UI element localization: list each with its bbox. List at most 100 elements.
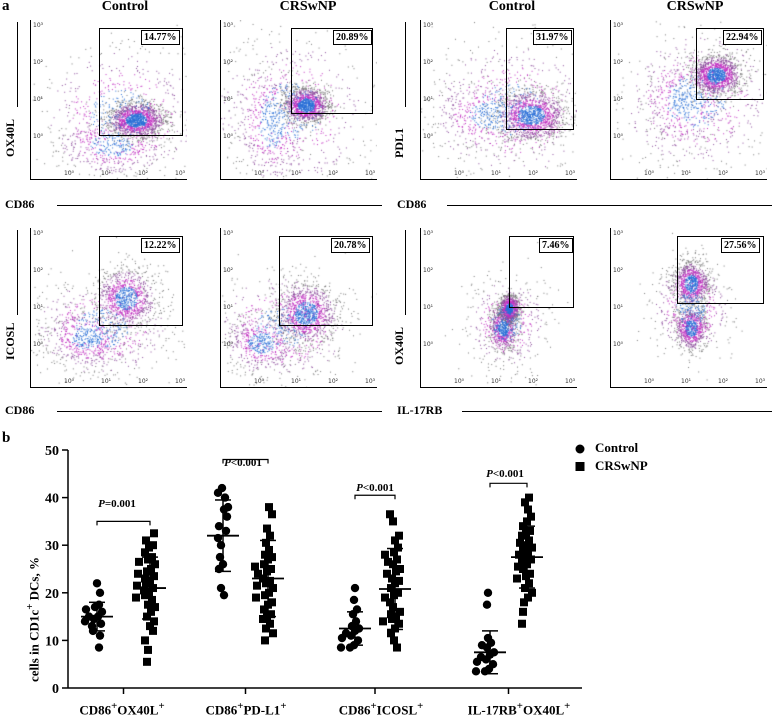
y-tick-label: 10¹ bbox=[223, 96, 234, 103]
y-tick-label: 10⁰ bbox=[613, 133, 624, 140]
data-point-control bbox=[350, 583, 360, 593]
x-axis-label-g2: CD86 bbox=[5, 403, 35, 417]
x-tick-label: 10² bbox=[718, 170, 729, 177]
y-axis-bar-g1 bbox=[405, 22, 406, 107]
data-point-crswnp bbox=[144, 645, 152, 654]
data-point-crswnp bbox=[389, 603, 397, 612]
data-point-crswnp bbox=[150, 529, 158, 538]
data-point-crswnp bbox=[143, 567, 151, 576]
x-tick-label: 10¹ bbox=[101, 378, 112, 385]
y-tick-label: 20 bbox=[45, 587, 59, 602]
data-point-control bbox=[219, 505, 229, 514]
y-tick-label: 50 bbox=[45, 444, 59, 459]
data-point-control bbox=[95, 588, 105, 597]
data-point-crswnp bbox=[528, 543, 536, 552]
y-tick-label: 10² bbox=[423, 59, 434, 66]
data-point-crswnp bbox=[140, 586, 148, 595]
gate-percent-g2-control: 12.22% bbox=[141, 238, 180, 253]
data-point-control bbox=[472, 657, 482, 667]
x-tick-label: 10⁰ bbox=[644, 378, 655, 385]
flow-plot-g2-crswnp: 20.78% 10⁰ 10³ 10¹ 10² 10² 10¹ 10³ 10⁰ bbox=[220, 228, 377, 388]
y-tick-label: 10¹ bbox=[613, 96, 624, 103]
data-point-crswnp bbox=[391, 536, 399, 545]
data-point-control bbox=[219, 590, 229, 600]
data-point-control bbox=[471, 667, 481, 676]
x-axis-bar-g1 bbox=[447, 205, 772, 206]
data-point-control bbox=[80, 617, 90, 626]
data-point-control bbox=[482, 600, 492, 609]
x-axis-bar-g2 bbox=[57, 411, 382, 412]
gate-percent-g1-crswnp: 22.94% bbox=[723, 30, 762, 45]
data-point-crswnp bbox=[513, 574, 521, 583]
data-point-control bbox=[92, 579, 102, 588]
gate-percent-g3-control: 7.46% bbox=[539, 238, 573, 253]
data-point-crswnp bbox=[269, 584, 277, 593]
x-tick-label: 10¹ bbox=[291, 170, 302, 177]
data-point-crswnp bbox=[524, 548, 532, 557]
legend-marker-crswnp bbox=[575, 462, 585, 471]
data-point-crswnp bbox=[150, 617, 158, 626]
legend: Control CRSwNP bbox=[570, 440, 720, 480]
x-tick-label: 10¹ bbox=[491, 378, 502, 385]
scatter-dots-g2-control bbox=[31, 228, 187, 387]
data-point-crswnp bbox=[261, 591, 269, 600]
gate-g2-crswnp bbox=[279, 236, 373, 326]
data-point-crswnp bbox=[262, 579, 270, 588]
column-title-control-left: Control bbox=[101, 0, 149, 14]
data-point-crswnp bbox=[266, 531, 274, 540]
flow-plot-g1-crswnp: 22.94% 10⁰ 10³ 10¹ 10² 10² 10¹ 10³ 10⁰ bbox=[610, 20, 767, 180]
panel-a-letter: a bbox=[2, 0, 10, 14]
flow-plot-g0-crswnp: 20.89% 10⁰ 10³ 10¹ 10² 10² 10¹ 10³ 10⁰ bbox=[220, 20, 377, 180]
data-point-crswnp bbox=[520, 598, 528, 607]
x-tick-label: 10⁰ bbox=[64, 378, 75, 385]
category-label-0: CD86+OX40L+ bbox=[79, 700, 165, 718]
significance-bracket bbox=[489, 482, 528, 488]
data-point-crswnp bbox=[521, 498, 529, 507]
y-tick-label: 10³ bbox=[613, 22, 624, 29]
data-point-crswnp bbox=[524, 593, 532, 602]
data-point-crswnp bbox=[143, 612, 151, 621]
x-tick-label: 10² bbox=[138, 170, 149, 177]
data-point-crswnp bbox=[141, 636, 149, 645]
data-point-control bbox=[216, 541, 226, 550]
data-point-crswnp bbox=[518, 619, 526, 628]
y-tick-label: 10³ bbox=[33, 22, 44, 29]
data-point-crswnp bbox=[527, 512, 535, 521]
x-tick-label: 10³ bbox=[175, 170, 186, 177]
data-point-crswnp bbox=[390, 591, 398, 600]
y-tick-label: 10 bbox=[45, 634, 59, 649]
y-tick-label: 10⁰ bbox=[33, 341, 44, 348]
data-point-crswnp bbox=[525, 493, 533, 502]
data-point-crswnp bbox=[387, 610, 395, 619]
data-point-crswnp bbox=[141, 574, 149, 583]
x-tick-label: 10² bbox=[528, 378, 539, 385]
x-tick-label: 10¹ bbox=[101, 170, 112, 177]
data-point-crswnp bbox=[395, 619, 403, 628]
data-point-crswnp bbox=[379, 617, 387, 626]
x-axis-label-g3: IL-17RB bbox=[397, 403, 443, 417]
data-point-crswnp bbox=[265, 545, 273, 554]
y-axis-bar-g3 bbox=[405, 230, 406, 315]
data-point-crswnp bbox=[141, 591, 149, 600]
x-tick-label: 10² bbox=[718, 378, 729, 385]
x-tick-label: 10² bbox=[528, 170, 539, 177]
data-point-crswnp bbox=[132, 593, 140, 602]
x-tick-label: 10³ bbox=[365, 170, 376, 177]
legend-label-crswnp: CRSwNP bbox=[595, 458, 648, 473]
y-tick-label: 10¹ bbox=[423, 304, 434, 311]
data-point-control bbox=[214, 521, 224, 531]
data-point-control bbox=[336, 643, 346, 652]
data-point-crswnp bbox=[389, 517, 397, 526]
data-point-crswnp bbox=[263, 567, 271, 576]
flow-plot-g3-crswnp: 27.56% 10⁰ 10³ 10¹ 10² 10² 10¹ 10³ 10⁰ bbox=[610, 228, 767, 388]
y-tick-label: 10² bbox=[613, 59, 624, 66]
data-point-crswnp bbox=[144, 600, 152, 609]
x-axis-label-g1: CD86 bbox=[397, 197, 427, 211]
x-tick-label: 10³ bbox=[755, 170, 766, 177]
scatter-dots-g3-crswnp bbox=[611, 228, 767, 387]
data-point-crswnp bbox=[525, 536, 533, 545]
data-point-crswnp bbox=[151, 603, 159, 612]
data-point-crswnp bbox=[149, 626, 157, 635]
scatter-dots-g0-control bbox=[31, 20, 187, 179]
data-point-crswnp bbox=[381, 593, 389, 602]
